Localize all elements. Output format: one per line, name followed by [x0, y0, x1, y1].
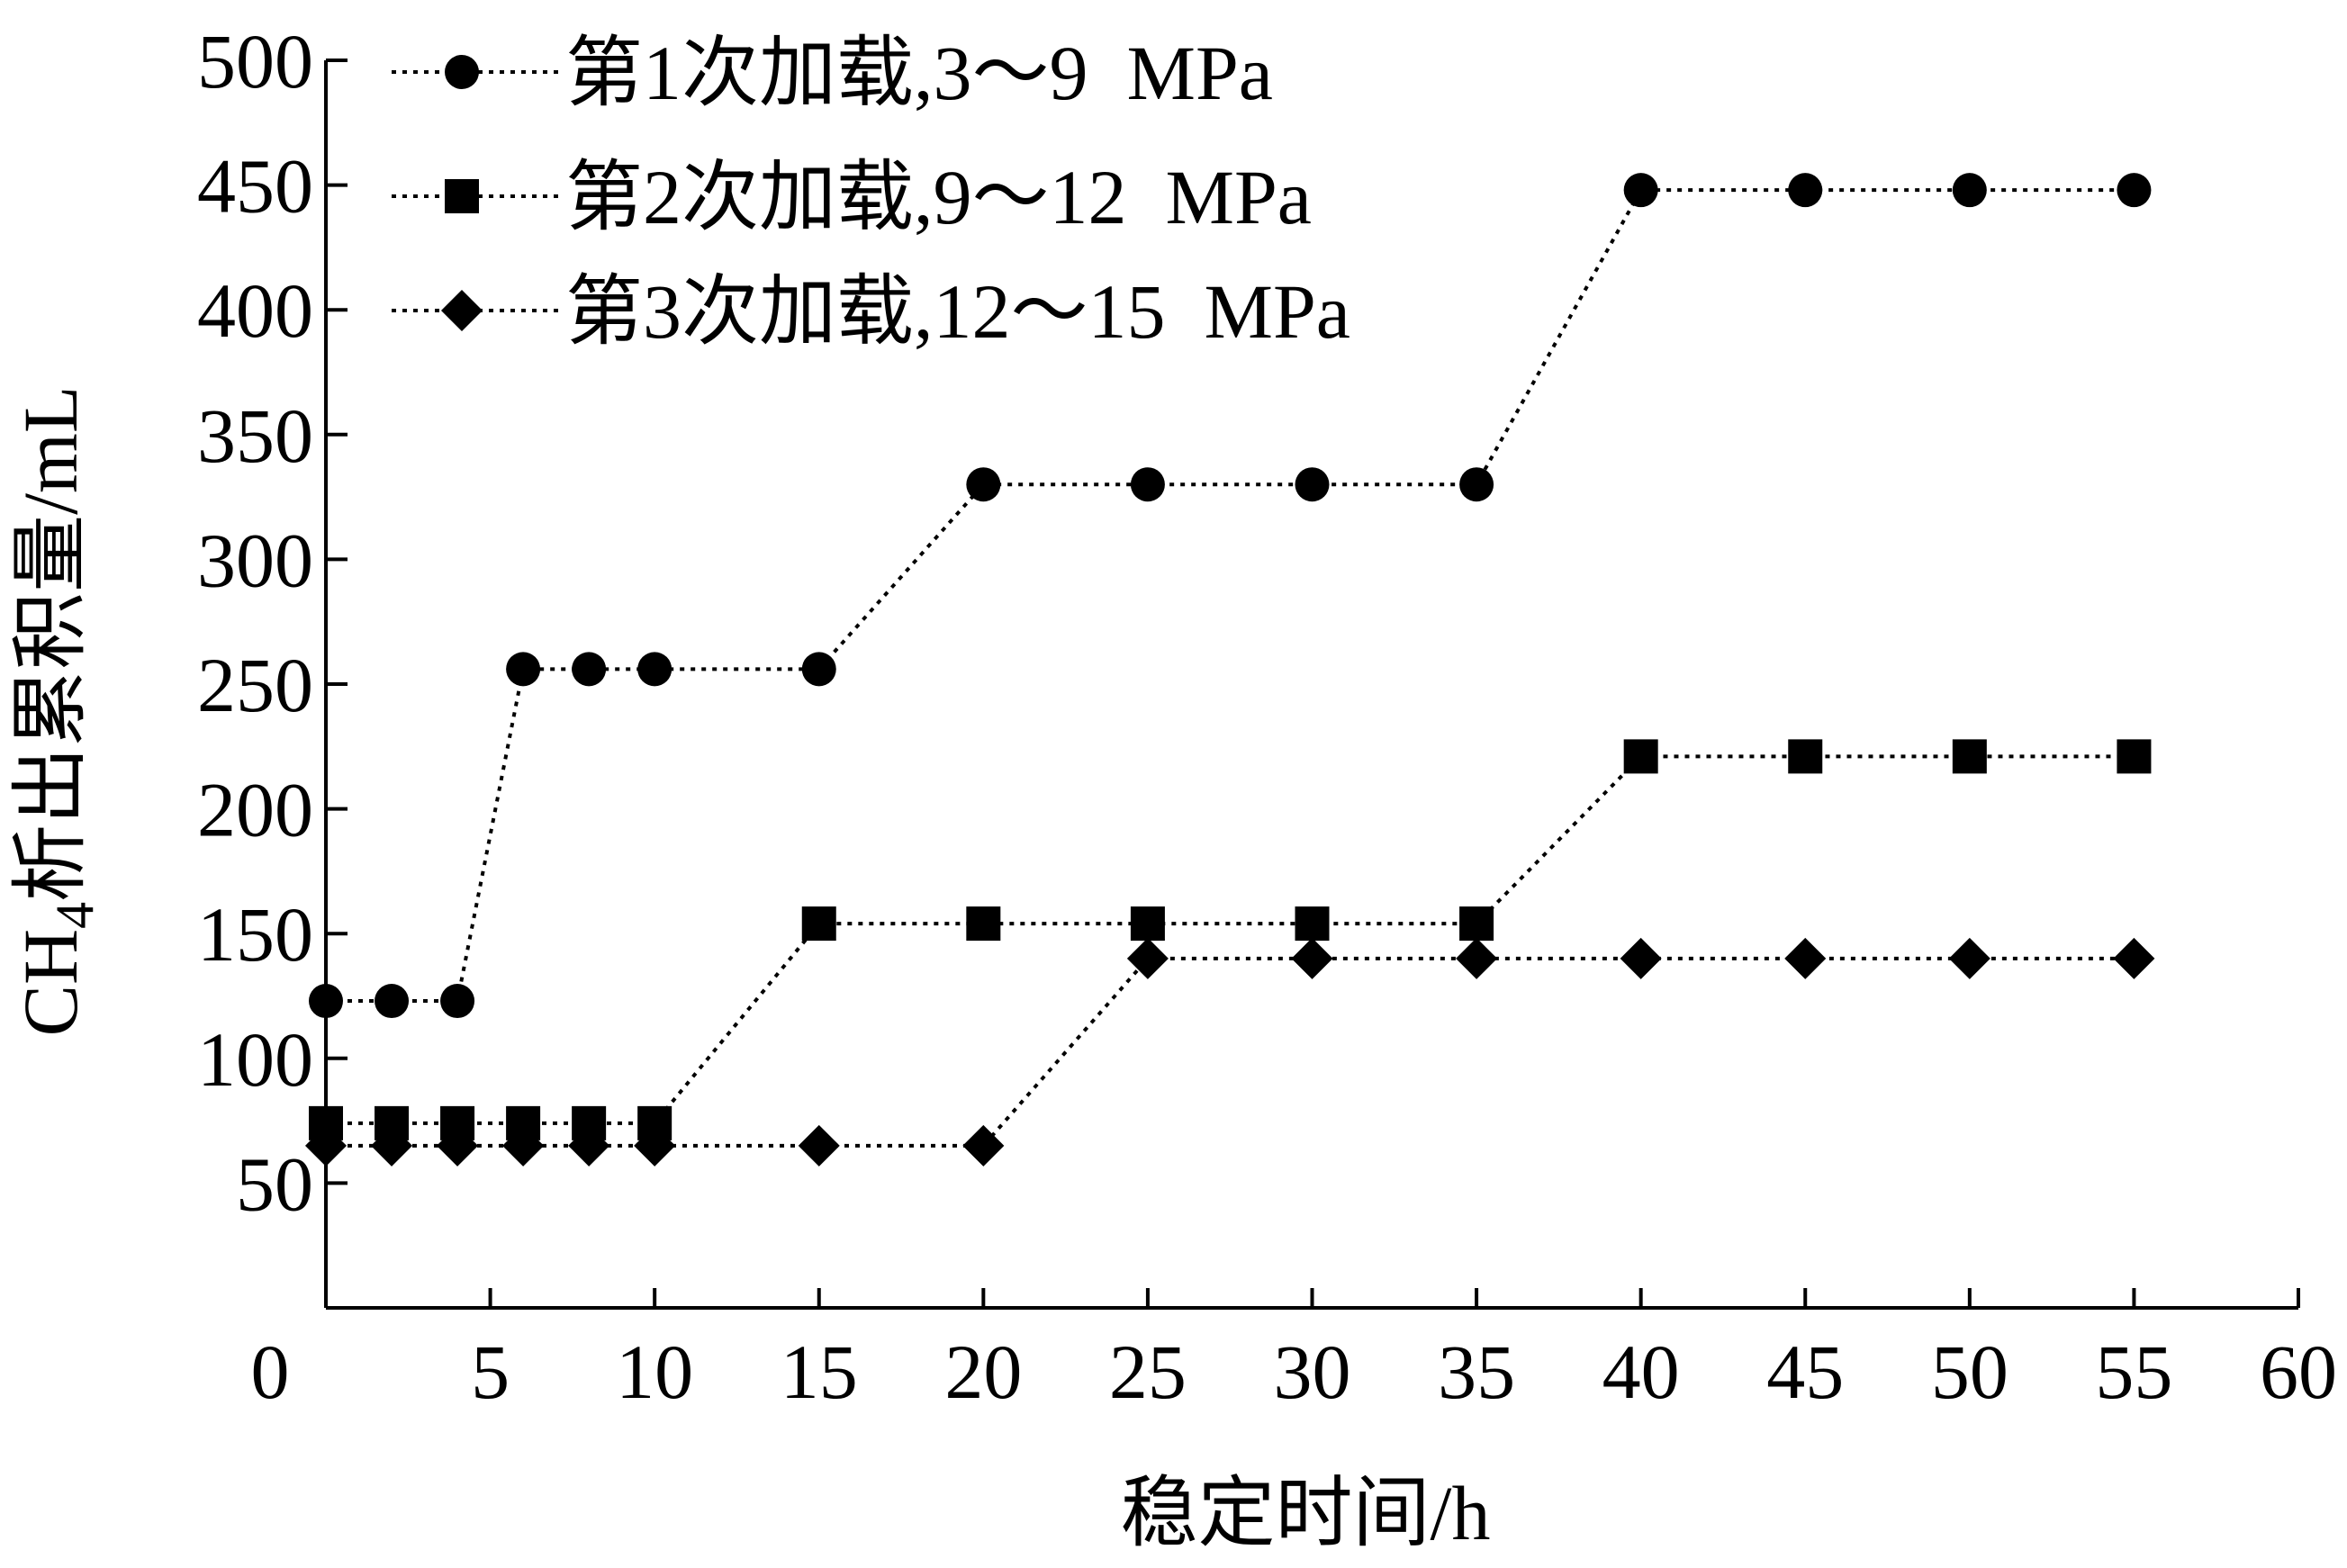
x-tick-label: 0: [251, 1329, 290, 1415]
x-tick-label: 45: [1766, 1329, 1844, 1415]
legend-entry-3: 第3次加载,12～15 MPa: [392, 268, 1350, 355]
series-1-point: [637, 652, 673, 687]
legend-entry-1: 第1次加载,3～9 MPa: [392, 30, 1273, 116]
x-tick-label: 30: [1274, 1329, 1351, 1415]
x-tick-label: 40: [1602, 1329, 1680, 1415]
series-1-point: [1788, 173, 1823, 208]
series-2-point: [966, 906, 1001, 942]
y-tick-label: 300: [197, 517, 313, 603]
series-3-line: [326, 956, 2135, 1148]
x-axis-title: 稳定时间/h: [1121, 1470, 1491, 1556]
y-tick-label: 400: [197, 267, 313, 354]
x-tick-label: 25: [1109, 1329, 1187, 1415]
series-3-point: [2113, 937, 2155, 979]
y-tick-label: 350: [197, 392, 313, 479]
series-1-point: [1295, 467, 1330, 502]
series-3-point: [798, 1124, 840, 1167]
x-ticks: 0 5 10 15 20 25 30 35 40 45 50 55 60: [251, 1288, 2337, 1415]
series-1-point: [2117, 173, 2152, 208]
legend-label: 第1次加载,3～9 MPa: [565, 30, 1273, 116]
y-tick-label: 150: [197, 891, 313, 978]
x-tick-label: 55: [2095, 1329, 2172, 1415]
series-2-line: [326, 754, 2135, 1125]
series-3-point: [1948, 937, 1990, 979]
legend-marker: [441, 290, 483, 331]
series-1: [309, 173, 2152, 1019]
series-2-point: [801, 906, 836, 942]
y-axis-title: CH4析出累积量/mL: [7, 386, 104, 1037]
y-tick-label: 50: [236, 1140, 313, 1227]
y-tick-label: 450: [197, 143, 313, 230]
series-1-point: [801, 652, 836, 687]
series-2-point: [1952, 739, 1987, 774]
series-1-point: [375, 984, 410, 1019]
x-tick-label: 20: [944, 1329, 1022, 1415]
series-1-point: [966, 467, 1001, 502]
y-axis-title-prefix: CH: [7, 929, 94, 1036]
series-3-point: [1291, 937, 1333, 979]
x-tick-label: 15: [781, 1329, 858, 1415]
series-3-point: [437, 1124, 479, 1167]
x-tick-label: 50: [1931, 1329, 2008, 1415]
series-1-point: [572, 652, 607, 687]
x-tick-label: 35: [1438, 1329, 1515, 1415]
legend-entry-2: 第2次加载,9～12 MPa: [392, 154, 1312, 240]
series-3-point: [568, 1124, 610, 1167]
series-1-point: [1623, 173, 1658, 208]
axes: [324, 60, 2298, 1310]
series-3-point: [1620, 937, 1662, 979]
legend-label: 第2次加载,9～12 MPa: [565, 154, 1312, 240]
series-3-point: [371, 1124, 413, 1167]
series-3-point: [502, 1124, 545, 1167]
series-1-point: [1952, 173, 1987, 208]
series-2-point: [1295, 906, 1330, 942]
series-2-point: [1623, 739, 1658, 774]
y-ticks: 50 100 150 200 250 300 350 400 450 500: [197, 18, 348, 1227]
series-3-point: [305, 1124, 347, 1167]
series-1-point: [1459, 467, 1494, 502]
y-tick-label: 100: [197, 1016, 313, 1103]
x-tick-label: 60: [2260, 1329, 2337, 1415]
legend: 第1次加载,3～9 MPa 第2次加载,9～12 MPa 第3次加载,12～15 M…: [392, 30, 1350, 355]
y-tick-label: 250: [197, 642, 313, 728]
series-1-point: [440, 984, 475, 1019]
legend-marker: [445, 179, 479, 213]
series-2-point: [1459, 906, 1494, 942]
series-3-point: [962, 1124, 1005, 1167]
series-1-point: [309, 984, 343, 1019]
y-axis-title-suffix: 析出累积量/mL: [7, 386, 94, 902]
series-3-point: [1456, 937, 1498, 979]
legend-label: 第3次加载,12～15 MPa: [565, 268, 1350, 355]
legend-marker: [445, 55, 479, 89]
series-3-point: [1784, 937, 1827, 979]
series-2: [309, 739, 2152, 1140]
y-tick-label: 500: [197, 18, 313, 104]
series-3-point: [634, 1124, 676, 1167]
series-2-point: [1788, 739, 1823, 774]
series-2-point: [1130, 906, 1165, 942]
y-axis-title-subscript: 4: [45, 902, 104, 929]
series-2-point: [2117, 739, 2152, 774]
x-tick-label: 10: [616, 1329, 693, 1415]
series-3: [305, 937, 2155, 1167]
series-3-point: [1126, 937, 1169, 979]
series-layer: [305, 173, 2155, 1167]
x-tick-label: 5: [471, 1329, 510, 1415]
series-1-point: [1130, 467, 1165, 502]
series-1-point: [506, 652, 541, 687]
y-tick-label: 200: [197, 767, 313, 853]
